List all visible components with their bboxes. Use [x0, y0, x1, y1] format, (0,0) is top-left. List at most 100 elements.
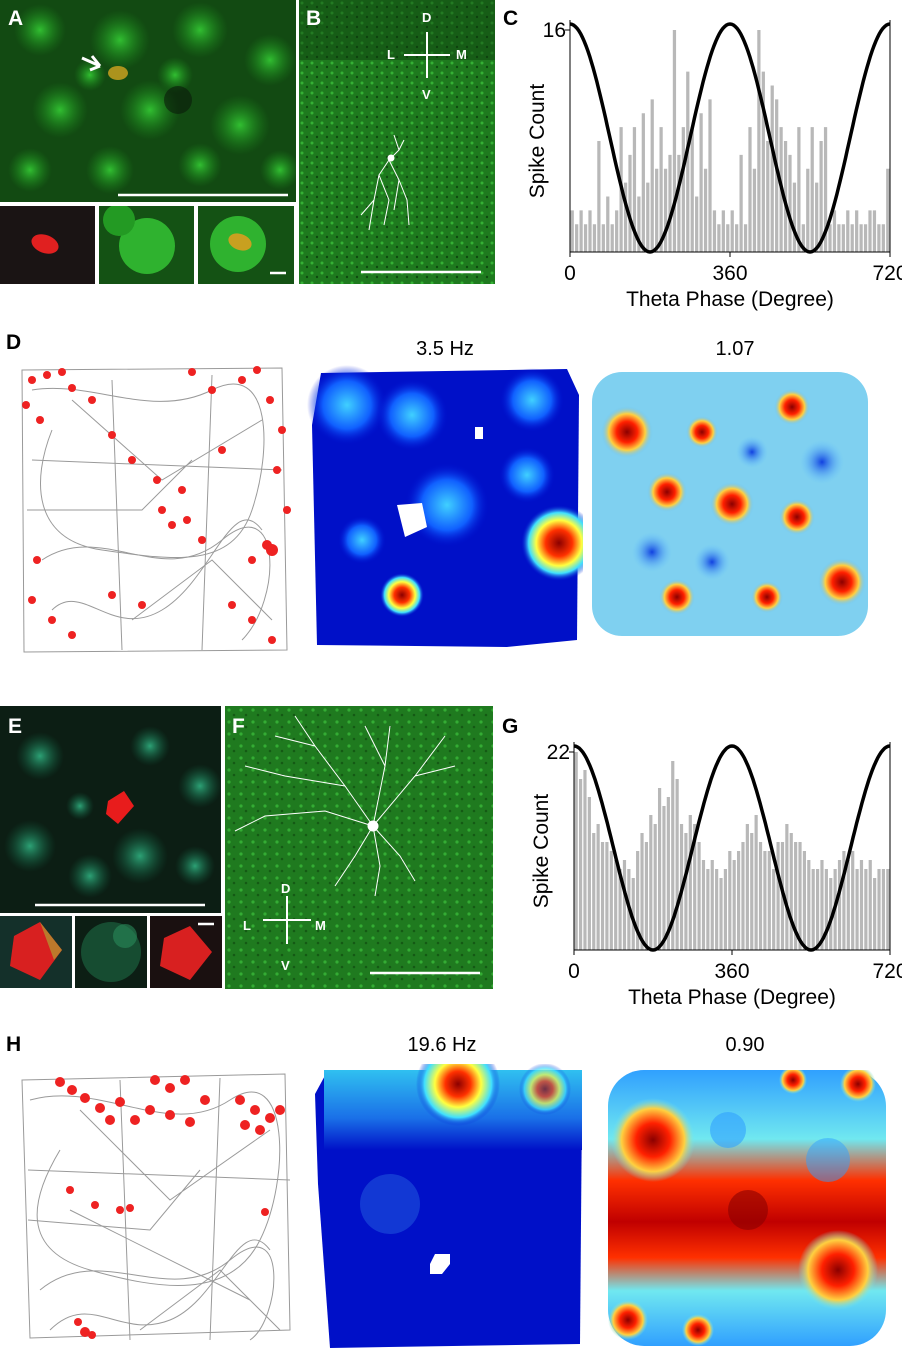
histogram-bar [811, 869, 815, 950]
histogram-bar [789, 833, 793, 950]
compass-medial: M [315, 918, 326, 933]
x-axis-label: Theta Phase (Degree) [626, 288, 834, 311]
histogram-bar [596, 824, 600, 950]
histogram-bar [859, 224, 863, 252]
panel-a-inset-green [99, 206, 194, 284]
panel-d-autocorr-map [592, 372, 868, 636]
histogram-bar [824, 869, 828, 950]
compass-ventral: V [422, 87, 431, 102]
histogram-bar [828, 224, 832, 252]
panel-d-rate-map [307, 365, 583, 647]
histogram-bar [806, 168, 810, 252]
histogram-bar [819, 141, 823, 252]
histogram-bar [748, 127, 752, 252]
histogram-bar [610, 224, 614, 252]
x-tick-label: 0 [564, 262, 576, 285]
histogram-bar [815, 182, 819, 252]
compass-lateral: L [387, 47, 395, 62]
histogram-bar [672, 30, 677, 252]
histogram-bar [631, 878, 635, 950]
histogram-bar [864, 869, 868, 950]
histogram-bar [653, 824, 657, 950]
histogram-bar [668, 154, 672, 252]
histogram-bar [730, 210, 734, 252]
histogram-bar [666, 797, 670, 950]
panel-label-f: F [232, 715, 245, 738]
histogram-bar [829, 878, 833, 950]
histogram-bar [881, 869, 886, 950]
histogram-bar [775, 99, 779, 252]
histogram-bar [677, 154, 681, 252]
histogram-bar [868, 210, 872, 252]
histogram-bar [723, 869, 728, 950]
histogram-bar [886, 869, 890, 950]
histogram-bar [695, 196, 699, 252]
histogram-bar [732, 860, 736, 950]
histogram-bar [618, 869, 622, 950]
histogram-bar [776, 842, 780, 950]
histogram-bar [842, 851, 846, 950]
histogram-bar [721, 210, 725, 252]
arrow-icon [81, 55, 102, 72]
histogram-bar [739, 154, 743, 252]
histogram-bar [736, 851, 741, 950]
histogram-bar [588, 210, 592, 252]
histogram-bar [841, 224, 845, 252]
histogram-bar [873, 878, 877, 950]
y-axis-label: Spike Count [530, 794, 553, 909]
panel-label-a: A [8, 7, 24, 30]
x-axis-label: Theta Phase (Degree) [628, 986, 836, 1009]
panel-e-inset-merge [0, 916, 72, 988]
histogram-bar [688, 815, 692, 950]
histogram-bar [583, 224, 588, 252]
histogram-bar [850, 224, 854, 252]
histogram-bar [622, 860, 627, 950]
histogram-bar [877, 224, 881, 252]
histogram-bar [815, 869, 820, 950]
panel-b-micrograph [299, 0, 495, 284]
panel-d-trajectory [21, 366, 291, 653]
compass-dorsal: D [422, 10, 432, 25]
histogram-bar [706, 869, 710, 950]
histogram-bar [650, 99, 654, 252]
histogram-bar [628, 154, 632, 252]
compass-medial: M [456, 47, 467, 62]
histogram-bar [623, 182, 628, 252]
chart-g: 0 360 720 22 Spike Count Theta Phase (Degre… [530, 741, 902, 1009]
histogram-bar [772, 869, 776, 950]
theta-curve [573, 744, 891, 952]
histogram-bar [788, 154, 792, 252]
histogram-bar [757, 30, 761, 252]
panel-f-micrograph [225, 706, 493, 989]
histogram-bar [872, 210, 877, 252]
histogram-bar [745, 824, 749, 950]
histogram-bar [807, 860, 811, 950]
histogram-bar [649, 815, 653, 950]
histogram-bar [640, 833, 644, 950]
histogram-bar [735, 224, 739, 252]
panel-label-e: E [8, 715, 23, 738]
x-tick-label: 0 [568, 960, 580, 983]
panel-a-image [0, 0, 296, 202]
histogram-bar [820, 860, 824, 950]
histogram-bar [743, 224, 748, 252]
panel-label-b: B [306, 7, 322, 30]
histogram-bar [717, 224, 721, 252]
chart-c: 0 360 720 16 Spike Count Theta Phase (Degre… [526, 19, 902, 311]
histogram-bar [606, 196, 610, 252]
histogram-bar [846, 210, 850, 252]
histogram-bar [726, 224, 730, 252]
histogram-bar [810, 127, 814, 252]
histogram-bar [644, 842, 649, 950]
x-tick-label: 720 [872, 960, 902, 983]
histogram-bar [783, 141, 788, 252]
panel-e-inset-green [75, 916, 147, 988]
histogram-bar [583, 770, 587, 950]
spike-dots [55, 1075, 285, 1339]
histogram-bar [686, 71, 690, 252]
histogram-bar [615, 210, 619, 252]
panel-label-g: G [502, 715, 519, 738]
histogram-bar [837, 224, 841, 252]
histogram-bar [587, 797, 591, 950]
histogram-bar [761, 71, 765, 252]
